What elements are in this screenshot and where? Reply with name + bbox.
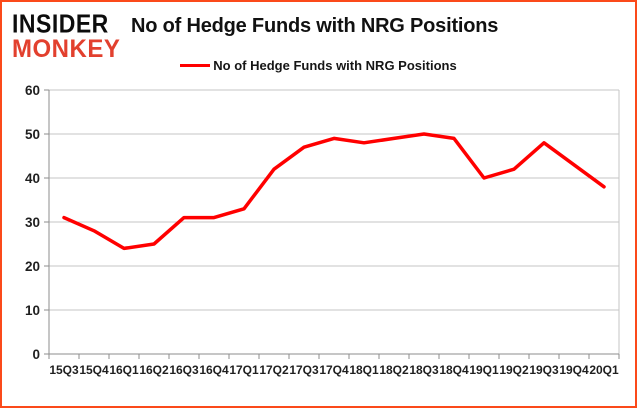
x-axis-label: 16Q2 (139, 363, 169, 377)
x-axis-label: 19Q1 (469, 363, 499, 377)
x-axis-label: 19Q3 (529, 363, 559, 377)
y-axis-label: 40 (25, 171, 40, 186)
x-axis-label: 17Q1 (229, 363, 259, 377)
x-axis-label: 15Q3 (49, 363, 79, 377)
x-axis-label: 17Q4 (319, 363, 349, 377)
insider-monkey-logo: INSIDER MONKEY (12, 8, 121, 64)
chart-legend: No of Hedge Funds with NRG Positions (2, 58, 635, 73)
logo-insider-text: INSIDER (12, 8, 109, 38)
y-axis-label: 50 (25, 127, 40, 142)
x-axis-label: 15Q4 (79, 363, 109, 377)
y-axis-label: 0 (32, 347, 40, 362)
x-axis-label: 18Q3 (409, 363, 439, 377)
gridlines (49, 89, 620, 354)
x-axis-label: 19Q4 (559, 363, 589, 377)
logo-monkey-text: MONKEY (12, 34, 121, 64)
x-axis-label: 18Q4 (439, 363, 469, 377)
x-axis-label: 16Q3 (169, 363, 199, 377)
chart-title: No of Hedge Funds with NRG Positions (131, 15, 499, 37)
y-axis-label: 60 (25, 83, 40, 98)
x-axis-label: 16Q1 (109, 363, 139, 377)
y-axis-label: 20 (25, 259, 40, 274)
x-axis-label: 17Q3 (289, 363, 319, 377)
legend-label: No of Hedge Funds with NRG Positions (213, 58, 457, 73)
series-line (62, 132, 606, 251)
x-axis-label: 20Q1 (589, 363, 619, 377)
y-axis-label: 30 (25, 215, 40, 230)
x-axis-label: 17Q2 (259, 363, 289, 377)
x-axis-label: 18Q1 (349, 363, 379, 377)
x-axis-label: 19Q2 (499, 363, 529, 377)
x-axis-label: 16Q4 (199, 363, 229, 377)
legend-line-swatch (180, 64, 211, 67)
y-axis-label: 10 (25, 303, 40, 318)
x-axis-label: 18Q2 (379, 363, 409, 377)
